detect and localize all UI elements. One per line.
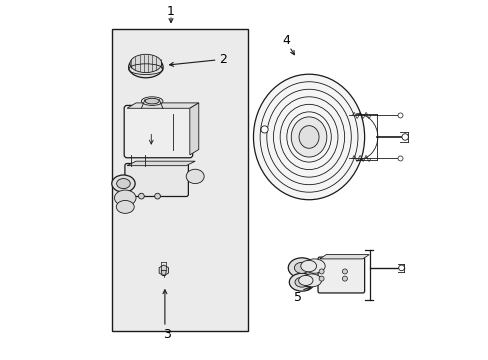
Ellipse shape [112,175,135,192]
Ellipse shape [294,262,309,273]
Circle shape [154,193,160,199]
Ellipse shape [291,117,326,157]
Circle shape [342,276,346,281]
Polygon shape [159,265,168,276]
Circle shape [401,134,407,140]
Ellipse shape [299,126,318,148]
Polygon shape [161,270,166,275]
Ellipse shape [130,54,162,73]
Bar [112,30,247,330]
Text: 3: 3 [163,328,171,341]
Text: 4: 4 [282,34,290,48]
Circle shape [138,193,144,199]
FancyBboxPatch shape [124,163,188,197]
Ellipse shape [287,258,315,278]
Ellipse shape [145,98,159,104]
Circle shape [319,276,324,281]
Text: 2: 2 [219,53,226,66]
Ellipse shape [294,277,308,287]
Ellipse shape [298,275,312,285]
Circle shape [342,269,346,274]
Ellipse shape [253,74,364,200]
Ellipse shape [114,190,136,206]
Circle shape [398,265,404,271]
Polygon shape [127,103,198,108]
Ellipse shape [117,179,130,189]
Circle shape [319,269,324,274]
Circle shape [397,113,402,118]
Circle shape [261,126,267,133]
Ellipse shape [301,274,321,287]
Polygon shape [189,103,198,155]
Text: 1: 1 [167,5,175,18]
Ellipse shape [128,56,163,78]
Ellipse shape [116,201,134,213]
Ellipse shape [289,273,314,291]
FancyBboxPatch shape [124,105,192,158]
Circle shape [397,156,402,161]
Ellipse shape [303,259,325,273]
Polygon shape [319,255,368,259]
Polygon shape [127,161,195,166]
Ellipse shape [186,169,203,184]
Text: 5: 5 [293,291,301,304]
Ellipse shape [141,97,163,105]
FancyBboxPatch shape [317,257,364,293]
Ellipse shape [300,260,316,272]
